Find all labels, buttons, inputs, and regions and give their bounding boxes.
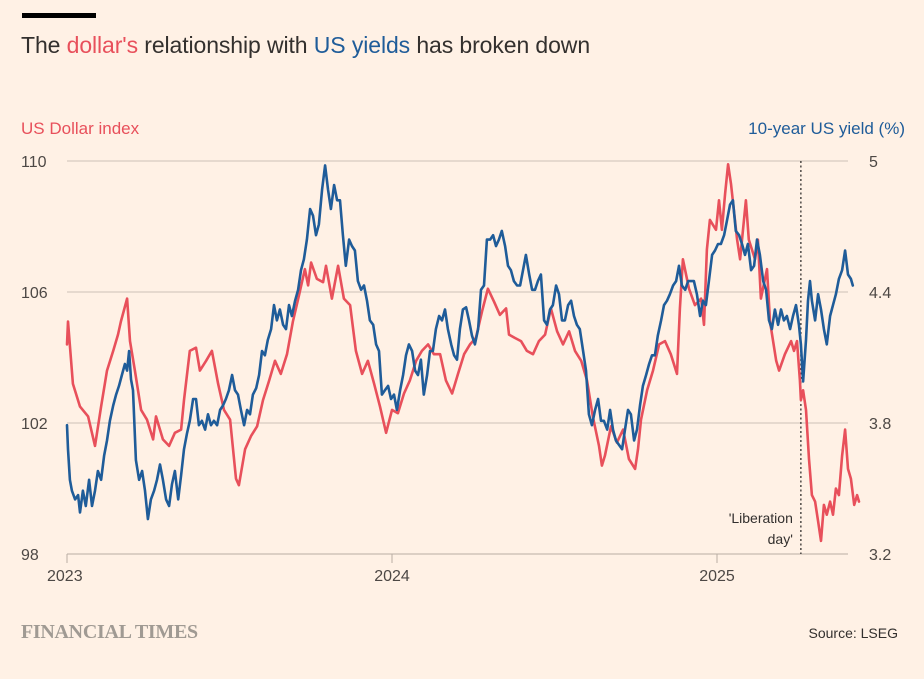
right-tick-label: 4.4 xyxy=(869,285,891,302)
gridlines xyxy=(67,160,848,555)
series-lines xyxy=(65,163,861,543)
right-tick-label: 5 xyxy=(869,154,878,171)
right-axis-label: 10-year US yield (%) xyxy=(748,119,905,138)
chart-title: The dollar's relationship with US yields… xyxy=(21,32,590,59)
title-highlight-yields: US yields xyxy=(313,32,411,58)
title-highlight-dollar: dollar's xyxy=(66,32,138,58)
title-prefix: The xyxy=(21,32,67,58)
right-axis-ticks: 5 4.4 3.8 3.2 xyxy=(869,154,891,564)
x-tick-label: 2025 xyxy=(699,568,735,585)
left-axis-label: US Dollar index xyxy=(21,119,140,138)
x-tick-label: 2023 xyxy=(47,568,83,585)
title-suffix: has broken down xyxy=(410,32,591,58)
ft-logo: FINANCIAL TIMES xyxy=(21,621,198,643)
header-accent-bar xyxy=(22,13,96,18)
left-tick-label: 110 xyxy=(21,154,47,171)
source-note: Source: LSEG xyxy=(808,625,899,641)
annotation-liberation-day: 'Liberation day' xyxy=(729,161,802,554)
left-tick-label: 102 xyxy=(21,416,48,433)
right-tick-label: 3.2 xyxy=(869,547,891,564)
annotation-label-line2: day' xyxy=(768,531,793,547)
series-line-us-dollar-index xyxy=(65,163,861,543)
left-axis-ticks: 110 106 102 98 xyxy=(21,154,48,564)
left-tick-label: 106 xyxy=(21,285,48,302)
x-tick-label: 2024 xyxy=(374,568,410,585)
annotation-label-line1: 'Liberation xyxy=(729,510,793,526)
left-tick-label: 98 xyxy=(21,547,39,564)
right-tick-label: 3.8 xyxy=(869,416,891,433)
series-line-10-year-yield xyxy=(65,164,855,521)
x-axis-ticks: 2023 2024 2025 xyxy=(47,554,735,585)
title-middle: relationship with xyxy=(137,32,314,58)
